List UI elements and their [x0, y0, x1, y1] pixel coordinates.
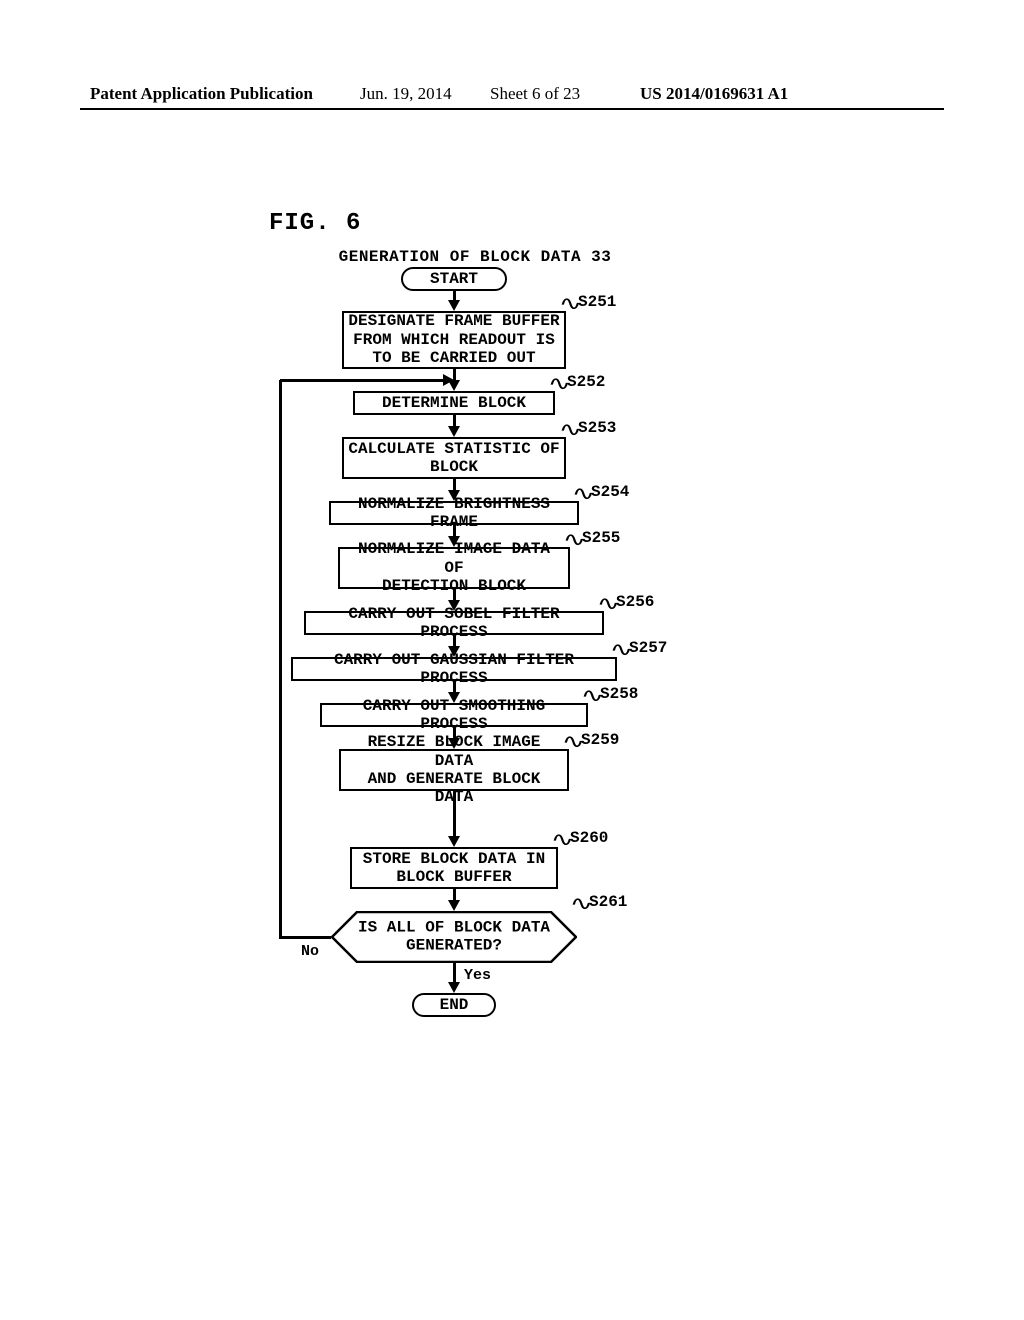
arrow-head-icon	[448, 300, 460, 311]
step-id-label: S258	[600, 685, 638, 703]
flow-arrow	[453, 479, 456, 490]
process-step: CARRY OUT GAUSSIAN FILTER PROCESS	[291, 657, 617, 681]
process-step-text: DESIGNATE FRAME BUFFERFROM WHICH READOUT…	[348, 312, 559, 367]
arrow-head-icon	[448, 836, 460, 847]
leader-tilde-icon: ∿	[563, 527, 586, 552]
process-step: CARRY OUT SMOOTHING PROCESS	[320, 703, 588, 727]
flow-arrow	[453, 889, 456, 900]
flow-line	[280, 379, 445, 382]
flow-arrow	[453, 415, 456, 426]
leader-tilde-icon: ∿	[559, 291, 582, 316]
process-step-text: STORE BLOCK DATA INBLOCK BUFFER	[363, 850, 545, 887]
process-step: NORMALIZE IMAGE DATA OFDETECTION BLOCK	[338, 547, 570, 589]
end-terminator: END	[412, 993, 496, 1017]
process-step-text: NORMALIZE IMAGE DATA OFDETECTION BLOCK	[344, 540, 564, 595]
flowchart-title: GENERATION OF BLOCK DATA 33	[335, 248, 615, 266]
publication-type: Patent Application Publication	[90, 84, 313, 104]
flow-line	[279, 380, 282, 939]
sheet-number: Sheet 6 of 23	[490, 84, 580, 104]
process-step: CALCULATE STATISTIC OFBLOCK	[342, 437, 566, 479]
step-id-label: S260	[570, 829, 608, 847]
flow-arrow	[453, 681, 456, 692]
decision-node: IS ALL OF BLOCK DATAGENERATED?	[331, 911, 577, 963]
branch-yes-label: Yes	[464, 967, 491, 984]
process-step-text: DETERMINE BLOCK	[382, 394, 526, 412]
flow-arrow	[453, 291, 456, 300]
branch-no-label: No	[301, 943, 319, 960]
process-step: DESIGNATE FRAME BUFFERFROM WHICH READOUT…	[342, 311, 566, 369]
process-step-text: CALCULATE STATISTIC OFBLOCK	[348, 440, 559, 477]
leader-tilde-icon: ∿	[597, 591, 620, 616]
flow-arrow	[453, 963, 456, 982]
leader-tilde-icon: ∿	[548, 371, 571, 396]
process-step: CARRY OUT SOBEL FILTER PROCESS	[304, 611, 604, 635]
flow-arrow	[453, 791, 456, 836]
process-step: DETERMINE BLOCK	[353, 391, 555, 415]
leader-tilde-icon: ∿	[562, 729, 585, 754]
leader-tilde-icon: ∿	[551, 827, 574, 852]
publication-date: Jun. 19, 2014	[360, 84, 452, 104]
step-id-label: S261	[589, 893, 627, 911]
decision-text: IS ALL OF BLOCK DATAGENERATED?	[331, 919, 577, 956]
arrow-head-icon	[448, 426, 460, 437]
arrow-head-icon	[443, 374, 454, 386]
leader-tilde-icon: ∿	[610, 637, 633, 662]
leader-tilde-icon: ∿	[572, 481, 595, 506]
step-id-label: S257	[629, 639, 667, 657]
flow-line	[280, 936, 331, 939]
publication-number: US 2014/0169631 A1	[640, 84, 788, 104]
process-step: STORE BLOCK DATA INBLOCK BUFFER	[350, 847, 558, 889]
process-step: NORMALIZE BRIGHTNESS FRAME	[329, 501, 579, 525]
flow-arrow	[453, 635, 456, 646]
leader-tilde-icon: ∿	[581, 683, 604, 708]
arrow-head-icon	[448, 982, 460, 993]
process-step: RESIZE BLOCK IMAGE DATAAND GENERATE BLOC…	[339, 749, 569, 791]
step-id-label: S251	[578, 293, 616, 311]
step-id-label: S252	[567, 373, 605, 391]
step-id-label: S253	[578, 419, 616, 437]
header-rule	[80, 108, 944, 110]
step-id-label: S254	[591, 483, 629, 501]
leader-tilde-icon: ∿	[559, 417, 582, 442]
flow-arrow	[453, 589, 456, 600]
step-id-label: S256	[616, 593, 654, 611]
arrow-head-icon	[448, 900, 460, 911]
start-terminator: START	[401, 267, 507, 291]
step-id-label: S255	[582, 529, 620, 547]
flow-arrow	[453, 525, 456, 536]
leader-tilde-icon: ∿	[570, 891, 593, 916]
figure-label: FIG. 6	[269, 210, 361, 237]
step-id-label: S259	[581, 731, 619, 749]
